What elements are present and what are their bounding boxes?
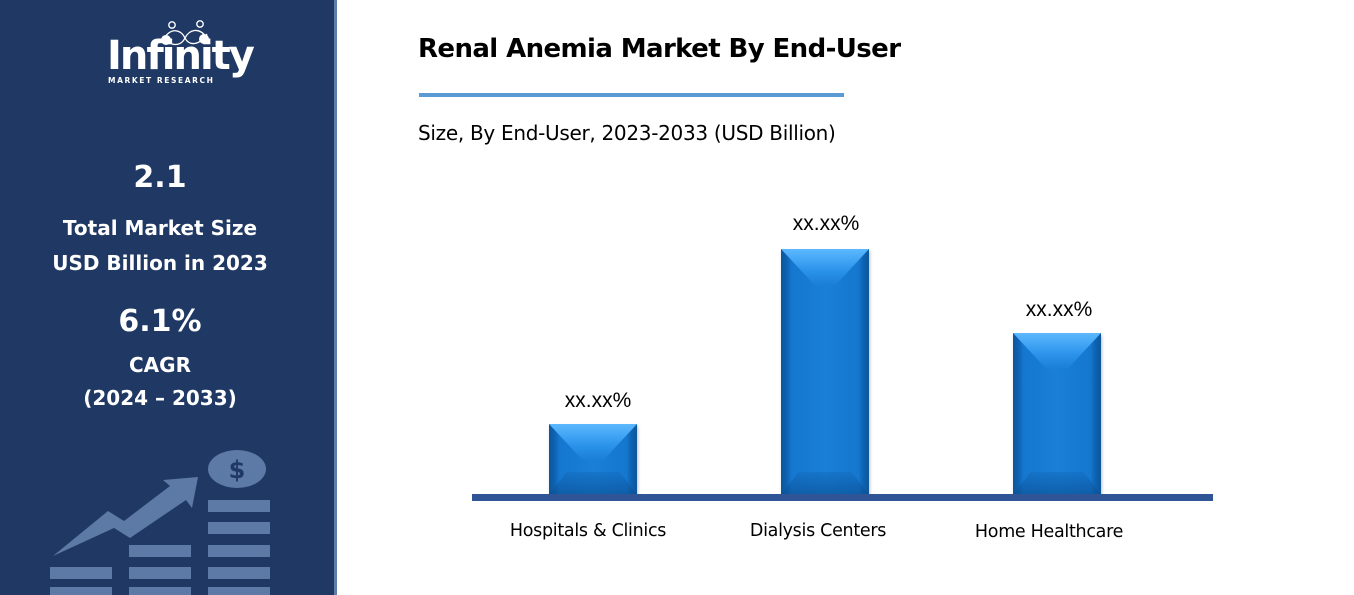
market-size-label-line1: Total Market Size [62, 216, 258, 240]
market-size-label-line2: USD Billion in 2023 [52, 251, 268, 275]
logo-wordmark: Infinity [107, 33, 255, 79]
infinity-market-research-logo: Infinity MARKET RESEARCH [100, 20, 255, 90]
bar-home-healthcare [1013, 333, 1101, 494]
infinity-people-logo-icon [161, 20, 209, 46]
bar-data-label-hospitals-clinics: xx.xx% [564, 389, 632, 412]
svg-text:$: $ [229, 456, 246, 484]
bar-hospitals-clinics [549, 424, 637, 494]
chart-subtitle: Size, By End-User, 2023-2033 (USD Billio… [418, 121, 836, 145]
bar-dialysis-centers [781, 249, 869, 494]
growth-chart-dollar-icon: $ [50, 450, 270, 595]
bar-data-label-dialysis-centers: xx.xx% [792, 212, 860, 235]
cagr-period: (2024 – 2033) [83, 386, 237, 410]
category-label-dialysis-centers: Dialysis Centers [749, 521, 887, 541]
chart-title: Renal Anemia Market By End-User [418, 34, 901, 64]
category-label-home-healthcare: Home Healthcare [974, 522, 1124, 542]
bar-data-label-home-healthcare: xx.xx% [1025, 298, 1093, 321]
logo-tagline: MARKET RESEARCH [108, 76, 215, 85]
title-underline-divider [419, 93, 844, 97]
x-axis-line [472, 494, 1213, 501]
category-label-hospitals-clinics: Hospitals & Clinics [509, 521, 667, 541]
cagr-label: CAGR [129, 353, 191, 377]
market-size-value: 2.1 [133, 160, 187, 195]
cagr-value: 6.1% [118, 304, 202, 339]
sidebar-summary-panel: Infinity MARKET RESEARCH 2.1 Total Marke… [0, 0, 337, 595]
